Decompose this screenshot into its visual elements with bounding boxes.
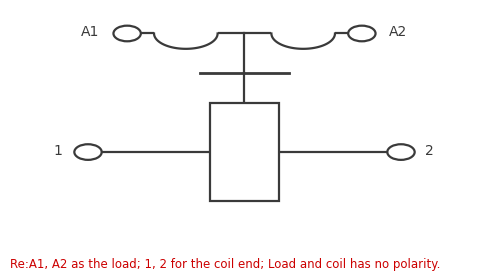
Text: A2: A2: [388, 25, 407, 39]
Text: 1: 1: [53, 144, 62, 158]
Text: Re:A1, A2 as the load; 1, 2 for the coil end; Load and coil has no polarity.: Re:A1, A2 as the load; 1, 2 for the coil…: [10, 258, 439, 271]
Text: 2: 2: [425, 144, 433, 158]
Bar: [210, 103, 278, 201]
Text: A1: A1: [81, 25, 100, 39]
